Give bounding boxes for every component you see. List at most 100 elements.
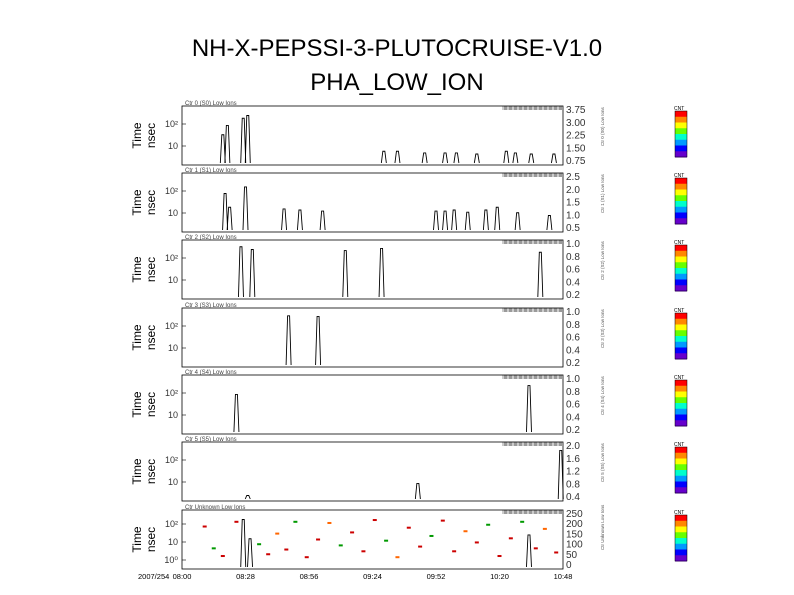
panel-side-note: Ctr 1 (S1) Low Ions [600,173,605,213]
colorbar-band [675,279,687,286]
data-spike [414,482,421,500]
panel-5: Ctr 5 (S5) Low Ions Time nsec 10² 10 2.0 1.6 1.… [130,437,688,503]
y-tick-label: 10 [168,208,178,218]
colorbar-band [675,195,687,202]
data-spike [451,209,458,231]
right-axis-label: 1.6 [566,454,580,465]
data-spike [224,124,231,164]
colorbar-label: CNT [674,375,684,381]
data-point [327,521,332,524]
colorbar-band [675,139,687,146]
panel-title: Ctr 0 (S0) Low Ions [185,101,237,107]
figure-title-line-2: PHA_LOW_ION [310,69,483,96]
colorbar-band [675,391,687,398]
data-point [508,537,513,540]
time-axis-tick-label: 08:00 [173,572,192,581]
colorbar-label: CNT [674,510,684,516]
panel-title: Ctr Unknown Low Ions [185,505,245,511]
panel-1: Ctr 1 (S1) Low Ions Time nsec 10² 10 2.5 2.0 1.… [130,168,688,234]
data-spike [421,152,428,164]
data-spike [503,150,510,164]
panel-frame [181,172,564,233]
y-tick-label: 10 [168,477,178,487]
panel-4: Ctr 4 (S4) Low Ions Time nsec 10² 10 1.0 0.8 0.… [130,370,688,436]
time-axis-tick-label: 09:24 [363,572,382,581]
y-axis-label-unit: nsec [144,527,158,552]
right-axis-label: 2.0 [566,441,580,452]
y-axis-label-unit: nsec [144,325,158,350]
data-spike [238,246,244,298]
time-axis-tick-label: 10:20 [490,572,509,581]
panel-0: Ctr 0 (S0) Low Ions Time nsec 10² 10 3.75 3.00… [130,101,688,167]
data-point [418,545,423,548]
colorbar-band [675,464,687,471]
data-point [474,541,479,544]
colorbar-band [675,549,687,556]
data-spike [244,115,251,164]
data-spike [550,153,557,164]
data-point [361,550,366,553]
colorbar-label: CNT [674,442,684,448]
data-spike [233,393,240,433]
right-axis-label: 1.0 [566,307,580,318]
colorbar-band [675,178,687,185]
data-spike [240,519,247,568]
data-point [440,519,445,522]
colorbar-band [675,256,687,263]
y-axis-label-unit: nsec [144,257,158,282]
y-tick-label: 10 [168,343,178,353]
data-spike [249,249,256,298]
colorbar-band [675,447,687,454]
colorbar-band [675,116,687,123]
panel-side-note: Ctr 0 (S0) Low Ions [600,106,605,146]
colorbar-band [675,151,687,158]
colorbar-band [675,273,687,280]
data-point [234,520,239,523]
colorbar-band [675,347,687,354]
panel-title: Ctr 3 (S3) Low Ions [185,303,237,309]
colorbar-band [675,218,687,225]
y-tick-label: 10² [165,388,178,398]
data-spike [526,534,532,568]
panel-3: Ctr 3 (S3) Low Ions Time nsec 10² 10 1.0 0.8 0.… [130,303,688,369]
y-tick-label: 10⁰ [164,555,178,565]
data-spike [296,209,303,231]
right-axis-label: 0.6 [566,333,580,344]
data-point [266,553,271,556]
data-point [452,550,457,553]
data-point [395,556,400,559]
time-axis-tick-label: 10:48 [554,572,573,581]
y-axis-label-time: Time [130,458,144,485]
data-spike [244,495,251,500]
colorbar-band [675,555,687,562]
data-spike [514,212,521,231]
data-point [384,539,389,542]
data-spike [546,215,553,231]
colorbar-band [675,324,687,331]
y-axis-label-unit: nsec [144,123,158,148]
data-point [293,520,298,523]
right-axis-label: 1.50 [566,143,586,154]
right-axis-label: 2.0 [566,185,580,196]
right-axis-label: 200 [566,519,583,530]
colorbar-band [675,532,687,539]
right-axis-label: 50 [566,550,578,561]
right-axis-label: 0.4 [566,345,580,356]
data-point [463,530,468,533]
colorbar-frame [674,177,688,225]
data-spike [247,538,253,568]
colorbar-band [675,122,687,129]
right-axis-label: 1.0 [566,374,580,385]
data-spike [526,385,532,433]
right-axis-label: 3.75 [566,105,586,116]
data-point [220,555,225,558]
colorbar-band [675,470,687,477]
data-spike [226,206,233,231]
y-axis-label-unit: nsec [144,392,158,417]
colorbar-band [675,111,687,118]
colorbar-frame [674,312,688,360]
data-point [554,551,559,554]
right-axis-label: 0.75 [566,156,586,167]
data-spike [242,186,249,231]
